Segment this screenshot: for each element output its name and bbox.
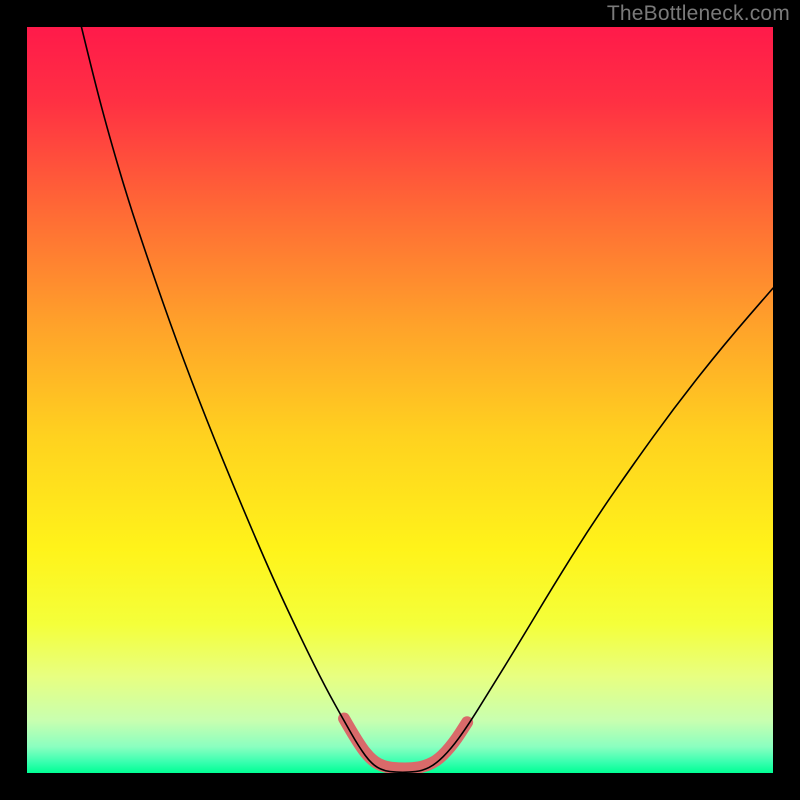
watermark: TheBottleneck.com — [607, 2, 790, 26]
bottleneck-chart — [27, 27, 773, 773]
gradient-background — [27, 27, 773, 773]
